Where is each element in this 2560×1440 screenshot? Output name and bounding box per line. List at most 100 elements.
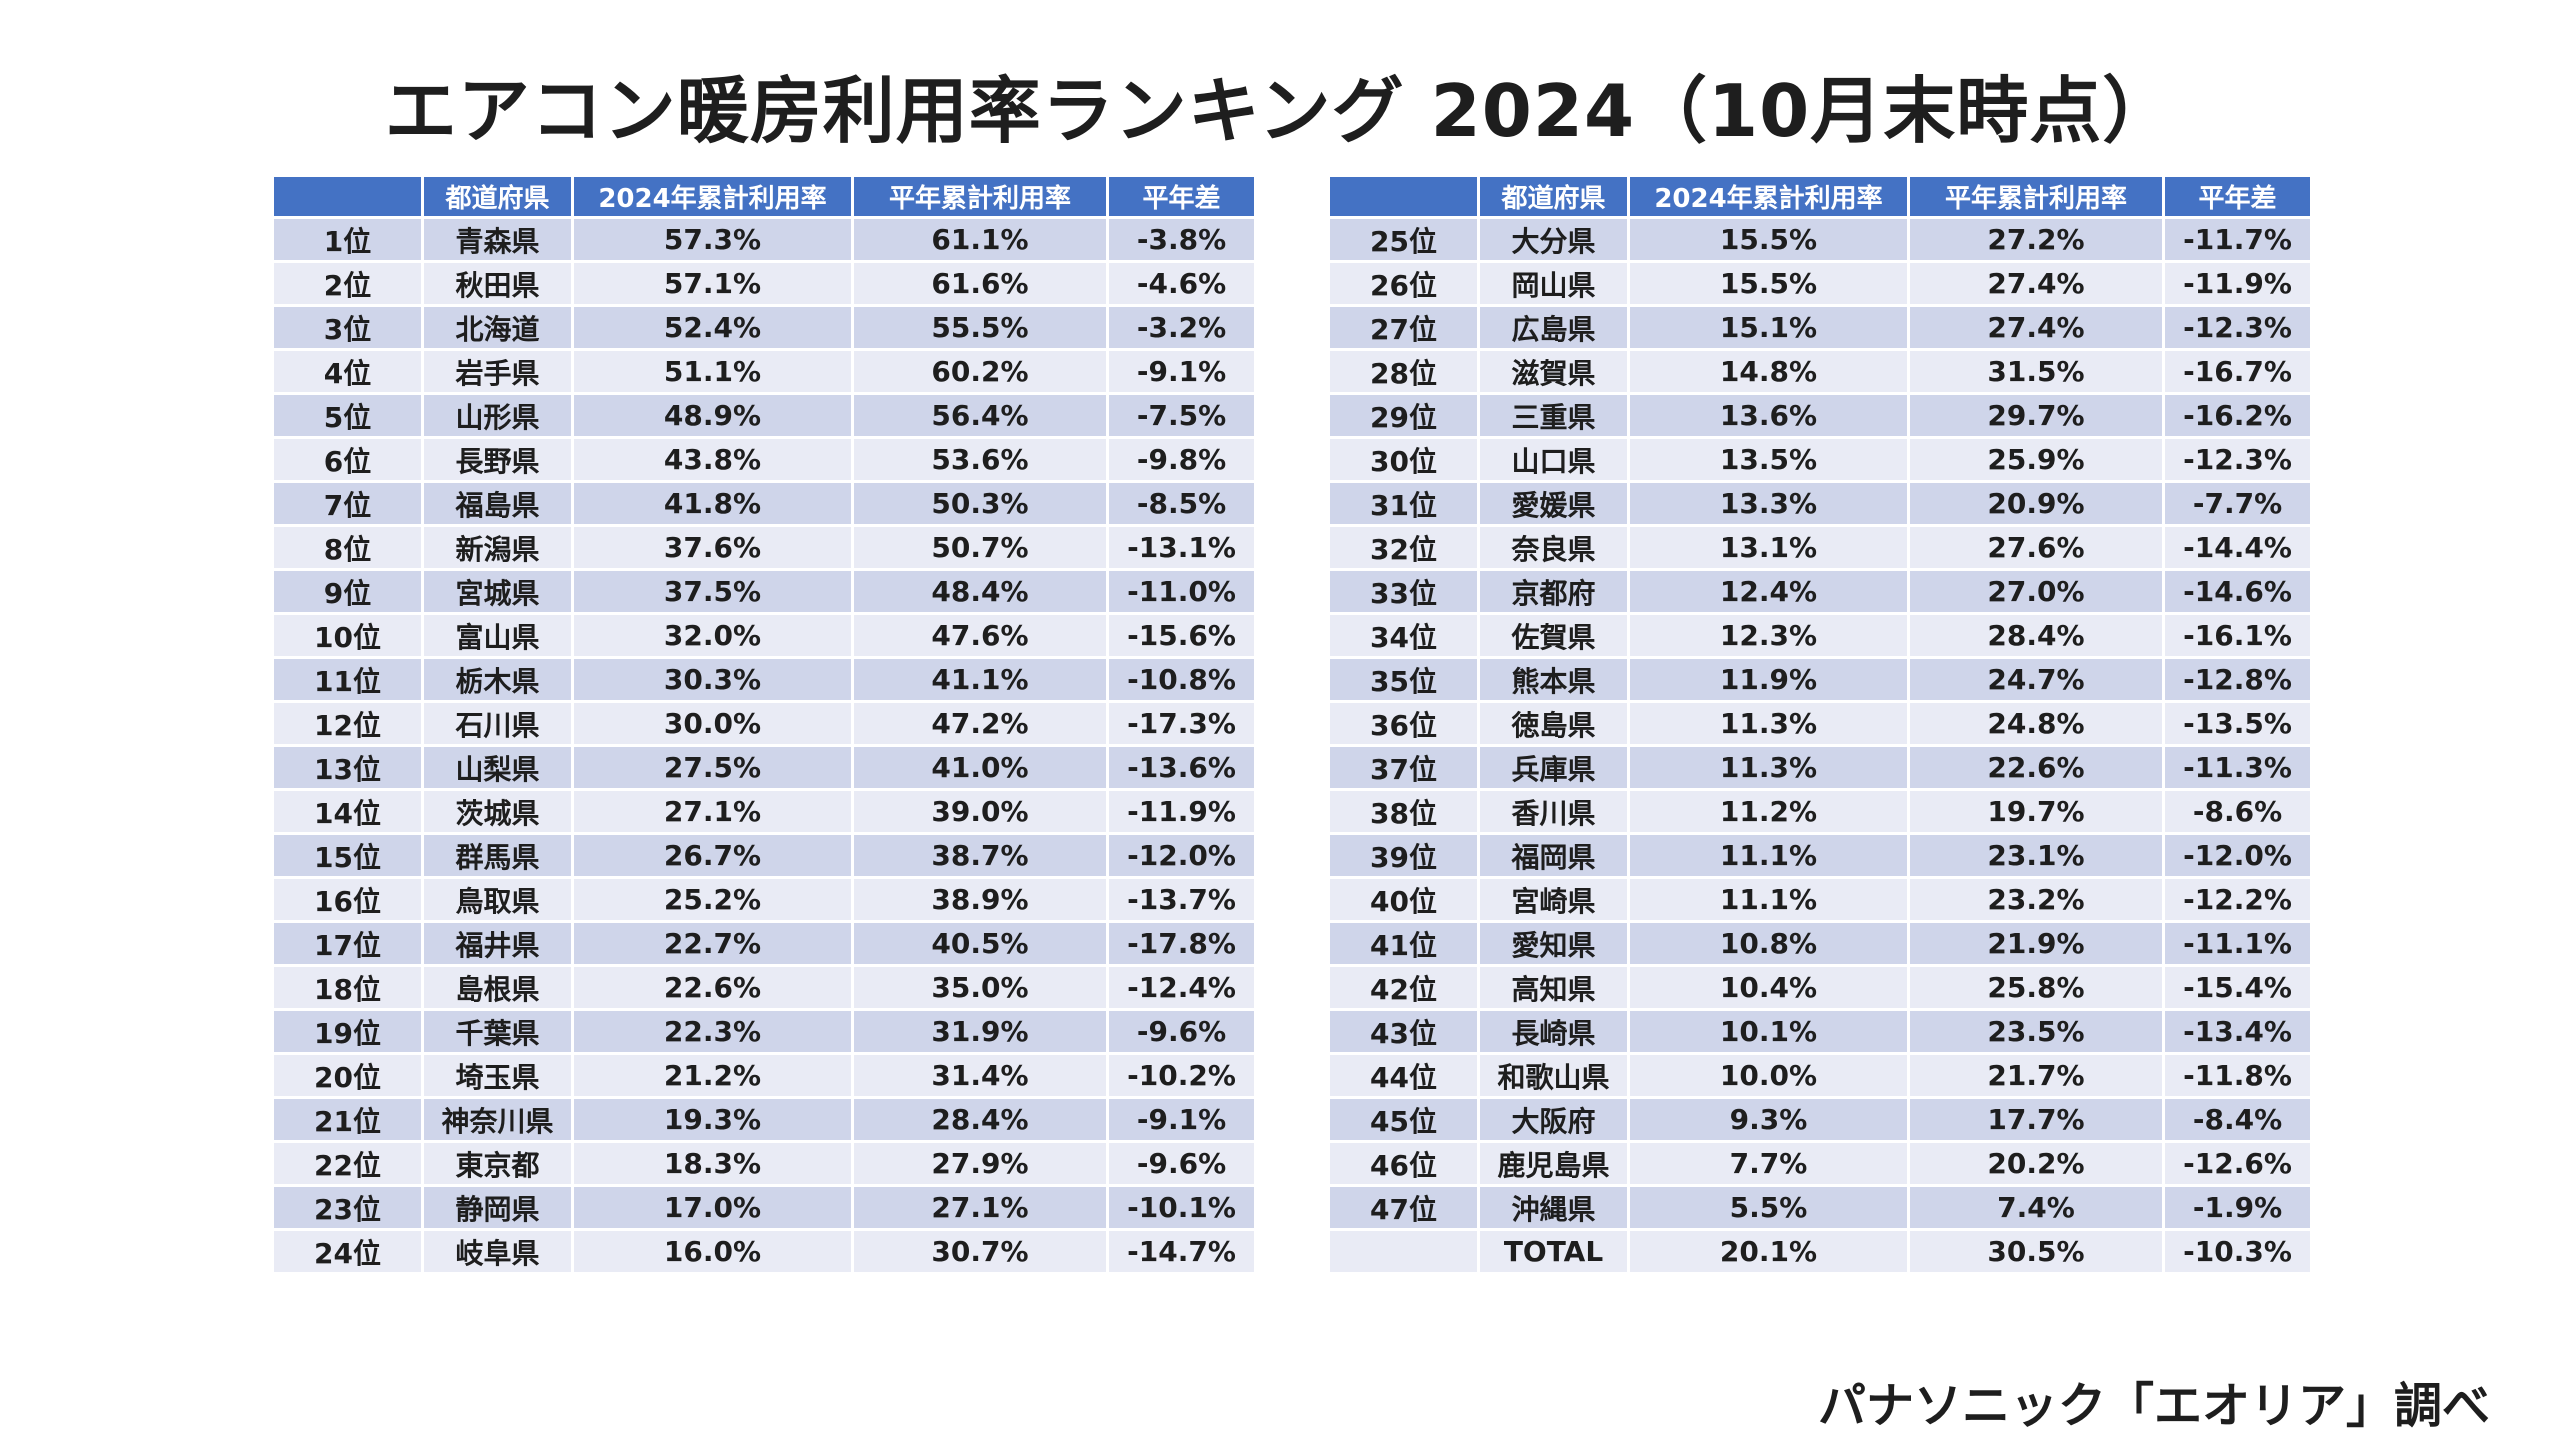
cell-normal-rate: 41.1% [851, 656, 1109, 703]
cell-difference: -10.8% [1106, 656, 1257, 703]
table-row: 30位 山口県 13.5% 25.9% -12.3% [1327, 436, 2313, 483]
cell-prefecture: 宮崎県 [1477, 876, 1630, 923]
cell-rank: 13位 [271, 744, 424, 791]
cell-difference: -10.2% [1106, 1052, 1257, 1099]
cell-difference: -12.0% [2162, 832, 2313, 879]
cell-prefecture: 千葉県 [421, 1008, 574, 1055]
cell-prefecture: 高知県 [1477, 964, 1630, 1011]
cell-normal-rate: 21.9% [1907, 920, 2165, 967]
cell-rank: 34位 [1327, 612, 1480, 659]
cell-normal-rate: 30.7% [851, 1228, 1109, 1275]
cell-prefecture: 奈良県 [1477, 524, 1630, 571]
header-normal-rate: 平年累計利用率 [1907, 174, 2165, 219]
cell-rank: 45位 [1327, 1096, 1480, 1143]
cell-rank: 29位 [1327, 392, 1480, 439]
cell-normal-rate: 21.7% [1907, 1052, 2165, 1099]
cell-rank: 17位 [271, 920, 424, 967]
table-row: 33位 京都府 12.4% 27.0% -14.6% [1327, 568, 2313, 615]
cell-difference: -11.9% [2162, 260, 2313, 307]
table-row: 34位 佐賀県 12.3% 28.4% -16.1% [1327, 612, 2313, 659]
cell-normal-rate: 53.6% [851, 436, 1109, 483]
cell-rank: 26位 [1327, 260, 1480, 307]
cell-difference: -9.6% [1106, 1140, 1257, 1187]
cell-prefecture: 栃木県 [421, 656, 574, 703]
cell-normal-rate: 41.0% [851, 744, 1109, 791]
cell-2024-rate: 13.5% [1627, 436, 1910, 483]
header-prefecture: 都道府県 [1477, 174, 1630, 219]
cell-rank: 28位 [1327, 348, 1480, 395]
cell-normal-rate: 61.6% [851, 260, 1109, 307]
cell-prefecture: 京都府 [1477, 568, 1630, 615]
ranking-table-right: 都道府県 2024年累計利用率 平年累計利用率 平年差 25位 大分県 15.5% 2… [1327, 174, 2313, 1275]
table-row: 40位 宮崎県 11.1% 23.2% -12.2% [1327, 876, 2313, 923]
table-row: 32位 奈良県 13.1% 27.6% -14.4% [1327, 524, 2313, 571]
cell-prefecture: TOTAL [1477, 1228, 1630, 1275]
table-row: 9位 宮城県 37.5% 48.4% -11.0% [271, 568, 1257, 615]
cell-normal-rate: 61.1% [851, 216, 1109, 263]
cell-prefecture: 北海道 [421, 304, 574, 351]
cell-normal-rate: 50.7% [851, 524, 1109, 571]
cell-difference: -12.4% [1106, 964, 1257, 1011]
cell-2024-rate: 43.8% [571, 436, 854, 483]
cell-rank: 40位 [1327, 876, 1480, 923]
source-note: パナソニック「エオリア」調べ [1817, 1378, 2490, 1434]
cell-2024-rate: 11.3% [1627, 744, 1910, 791]
cell-normal-rate: 23.1% [1907, 832, 2165, 879]
table-row: 6位 長野県 43.8% 53.6% -9.8% [271, 436, 1257, 483]
cell-difference: -8.4% [2162, 1096, 2313, 1143]
table-row: 28位 滋賀県 14.8% 31.5% -16.7% [1327, 348, 2313, 395]
cell-normal-rate: 50.3% [851, 480, 1109, 527]
cell-2024-rate: 30.3% [571, 656, 854, 703]
cell-difference: -9.1% [1106, 1096, 1257, 1143]
table-row: 23位 静岡県 17.0% 27.1% -10.1% [271, 1184, 1257, 1231]
cell-2024-rate: 14.8% [1627, 348, 1910, 395]
cell-normal-rate: 27.4% [1907, 304, 2165, 351]
cell-rank: 43位 [1327, 1008, 1480, 1055]
cell-normal-rate: 31.5% [1907, 348, 2165, 395]
cell-difference: -12.0% [1106, 832, 1257, 879]
table-row: 19位 千葉県 22.3% 31.9% -9.6% [271, 1008, 1257, 1055]
cell-2024-rate: 12.3% [1627, 612, 1910, 659]
cell-normal-rate: 23.5% [1907, 1008, 2165, 1055]
cell-2024-rate: 22.6% [571, 964, 854, 1011]
header-rank [1327, 174, 1480, 219]
cell-difference: -16.7% [2162, 348, 2313, 395]
cell-difference: -12.8% [2162, 656, 2313, 703]
cell-prefecture: 秋田県 [421, 260, 574, 307]
cell-prefecture: 大分県 [1477, 216, 1630, 263]
cell-rank: 32位 [1327, 524, 1480, 571]
cell-rank: 8位 [271, 524, 424, 571]
cell-difference: -14.7% [1106, 1228, 1257, 1275]
cell-normal-rate: 20.9% [1907, 480, 2165, 527]
cell-normal-rate: 56.4% [851, 392, 1109, 439]
cell-normal-rate: 27.1% [851, 1184, 1109, 1231]
cell-normal-rate: 24.8% [1907, 700, 2165, 747]
table-row: 27位 広島県 15.1% 27.4% -12.3% [1327, 304, 2313, 351]
cell-prefecture: 静岡県 [421, 1184, 574, 1231]
cell-normal-rate: 38.9% [851, 876, 1109, 923]
cell-difference: -13.1% [1106, 524, 1257, 571]
cell-normal-rate: 60.2% [851, 348, 1109, 395]
cell-normal-rate: 27.2% [1907, 216, 2165, 263]
cell-difference: -7.7% [2162, 480, 2313, 527]
cell-2024-rate: 15.5% [1627, 216, 1910, 263]
cell-2024-rate: 27.1% [571, 788, 854, 835]
cell-difference: -14.6% [2162, 568, 2313, 615]
cell-prefecture: 山口県 [1477, 436, 1630, 483]
cell-2024-rate: 10.1% [1627, 1008, 1910, 1055]
cell-rank: 3位 [271, 304, 424, 351]
cell-normal-rate: 23.2% [1907, 876, 2165, 923]
cell-normal-rate: 17.7% [1907, 1096, 2165, 1143]
cell-rank: 46位 [1327, 1140, 1480, 1187]
cell-prefecture: 三重県 [1477, 392, 1630, 439]
table-row: 13位 山梨県 27.5% 41.0% -13.6% [271, 744, 1257, 791]
table-row: 3位 北海道 52.4% 55.5% -3.2% [271, 304, 1257, 351]
cell-2024-rate: 13.3% [1627, 480, 1910, 527]
cell-difference: -10.1% [1106, 1184, 1257, 1231]
cell-difference: -15.4% [2162, 964, 2313, 1011]
table-row: 1位 青森県 57.3% 61.1% -3.8% [271, 216, 1257, 263]
header-prefecture: 都道府県 [421, 174, 574, 219]
cell-prefecture: 愛媛県 [1477, 480, 1630, 527]
cell-prefecture: 岩手県 [421, 348, 574, 395]
cell-2024-rate: 25.2% [571, 876, 854, 923]
